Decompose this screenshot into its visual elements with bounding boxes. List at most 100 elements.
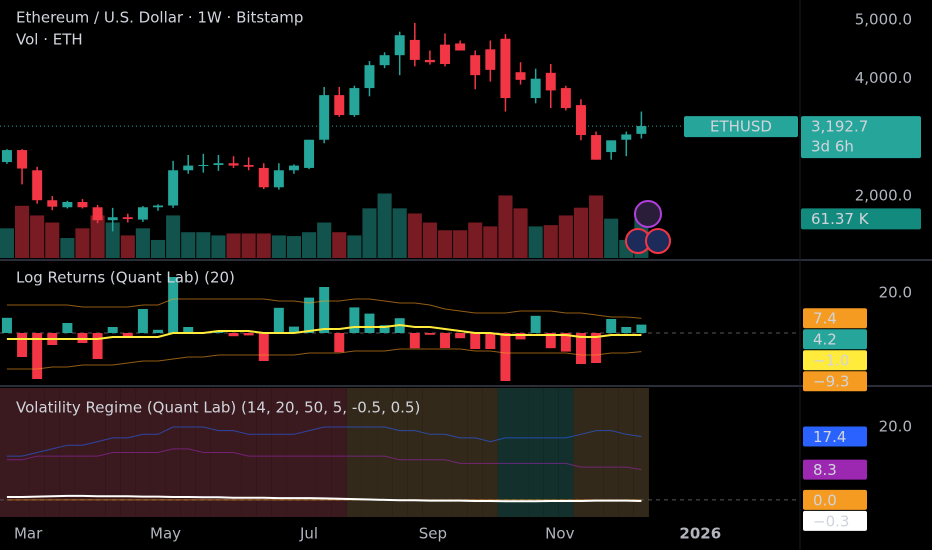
value-tag — [803, 426, 867, 447]
indicator-line — [6, 323, 642, 340]
x-tick-label: Nov — [545, 525, 574, 543]
return-bar — [636, 324, 647, 333]
regime-band — [422, 388, 438, 517]
volume-bar — [317, 222, 332, 258]
candle-body — [606, 140, 617, 153]
volume-bar — [498, 195, 513, 258]
regime-band — [452, 388, 468, 517]
x-tick-label: Mar — [14, 525, 43, 543]
return-bar — [530, 315, 541, 333]
regime-band — [528, 388, 544, 517]
candle-body — [545, 72, 556, 91]
regime-band — [286, 388, 302, 517]
candle-body — [394, 35, 405, 56]
candle-body — [122, 217, 133, 220]
indicator-line — [6, 298, 642, 319]
return-bar — [319, 287, 330, 333]
regime-band — [467, 388, 483, 517]
regime-band — [74, 388, 91, 517]
candle-body — [621, 134, 632, 140]
regime-band — [346, 388, 362, 517]
return-bar — [560, 333, 571, 352]
volume-bar — [332, 232, 347, 258]
volume-bar — [422, 222, 437, 258]
value-tag-text: 7.4 — [813, 310, 837, 328]
value-tag-text: 8.3 — [813, 461, 837, 479]
volume-bar — [181, 232, 196, 258]
candle-body — [62, 201, 73, 208]
symbol-tag-text: ETHUSD — [710, 118, 772, 136]
candle-body — [32, 170, 43, 201]
flag-icon[interactable] — [645, 228, 671, 254]
value-tag-text: 0.0 — [813, 491, 837, 509]
candle-body — [77, 201, 88, 208]
x-tick-label: Sep — [419, 525, 447, 543]
value-tag — [803, 510, 867, 531]
regime-band — [618, 388, 634, 517]
lightning-icon[interactable] — [634, 200, 662, 228]
volume-bar — [226, 233, 241, 258]
return-bar — [228, 333, 239, 337]
candle-body — [424, 59, 435, 63]
pane-title: Volatility Regime (Quant Lab) (14, 20, 5… — [16, 399, 420, 417]
chart-title: Ethereum / U.S. Dollar · 1W · Bitstamp — [16, 9, 303, 27]
candle-body — [500, 38, 511, 99]
candle-body — [319, 95, 330, 140]
candle-body — [455, 43, 466, 51]
return-bar — [575, 333, 586, 364]
candle-body — [591, 135, 602, 160]
regime-band — [377, 388, 393, 517]
volume-bar — [392, 208, 407, 258]
return-bar — [137, 309, 148, 333]
regime-band — [497, 388, 513, 517]
volume-bar — [241, 233, 256, 258]
volume-bar — [271, 235, 286, 258]
return-bar — [1, 317, 12, 333]
price-tag — [801, 116, 921, 159]
volume-bar — [45, 222, 60, 258]
tags-layer: ETHUSD 3,192.7 3d 6h 61.37 K 7.4 4.2 −1.0 −9.3 1… — [684, 116, 921, 531]
volume-bar — [256, 233, 271, 258]
regime-band — [588, 388, 604, 517]
return-bar — [515, 333, 526, 340]
candle-body — [485, 49, 496, 70]
return-bar — [379, 325, 390, 333]
return-bar — [440, 333, 450, 348]
candle-body — [440, 44, 450, 65]
value-tag — [803, 308, 867, 329]
volume-bar — [196, 232, 211, 258]
return-bar — [304, 297, 315, 333]
value-tag — [803, 350, 867, 371]
value-tag — [803, 459, 867, 480]
indicator-line — [6, 426, 642, 457]
candle-body — [258, 167, 269, 188]
volume-bar — [437, 230, 453, 258]
pane-title: Log Returns (Quant Lab) (20) — [16, 269, 235, 287]
value-tag-text: −1.0 — [813, 352, 849, 370]
candle-body — [107, 217, 118, 221]
return-bar — [621, 327, 632, 333]
return-bar — [168, 277, 179, 333]
candle-body — [364, 65, 375, 89]
regime-band — [512, 388, 529, 517]
candle-body — [153, 205, 163, 208]
value-tag-text: −0.3 — [813, 512, 849, 530]
candle-body — [198, 164, 209, 166]
return-bar — [545, 333, 556, 349]
regime-band — [558, 388, 574, 517]
regime-band — [331, 388, 347, 517]
regime-band — [603, 388, 619, 517]
volume-bar — [120, 235, 135, 258]
volume-bar — [513, 208, 528, 258]
candle-body — [228, 163, 239, 166]
y-tick-label: 20.0 — [879, 284, 912, 302]
volume-bar — [60, 238, 75, 258]
candle-body — [409, 39, 420, 60]
volume-bar — [543, 225, 558, 258]
regime-band — [392, 388, 408, 517]
candle-body — [575, 105, 586, 136]
y-tick-label: 5,000.0 — [855, 10, 912, 28]
return-bar — [107, 327, 118, 333]
volume-bar — [528, 226, 543, 258]
